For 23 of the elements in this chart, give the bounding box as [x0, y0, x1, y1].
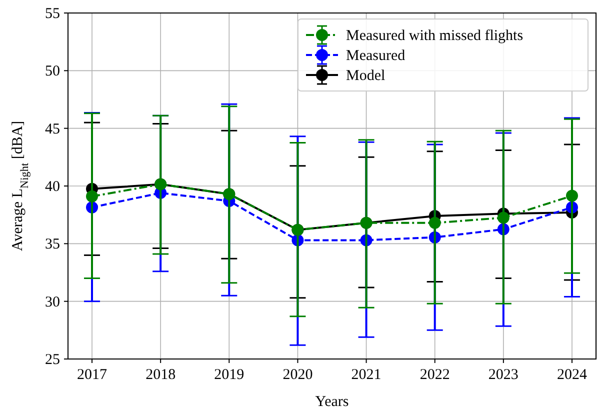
x-tick-label: 2020	[282, 367, 313, 383]
point	[566, 190, 578, 202]
x-tick-label: 2017	[77, 367, 108, 383]
x-tick-label: 2018	[146, 367, 176, 383]
legend-label: Model	[346, 68, 386, 84]
y-tick-label: 50	[45, 64, 60, 80]
x-tick-label: 2022	[420, 367, 450, 383]
x-tick-label: 2019	[214, 367, 244, 383]
x-tick-label: 2023	[488, 367, 518, 383]
y-tick-label: 30	[45, 294, 60, 310]
point	[86, 190, 98, 202]
x-tick-label: 2024	[557, 367, 588, 383]
legend-label: Measured with missed flights	[346, 28, 524, 44]
x-tick-label: 2021	[351, 367, 382, 383]
legend-label: Measured	[346, 48, 406, 64]
y-tick-label: 40	[45, 179, 60, 195]
point	[497, 212, 510, 224]
y-tick-label: 35	[45, 236, 60, 253]
y-tick-label: 45	[45, 121, 60, 138]
y-tick-label: 55	[45, 6, 60, 22]
point	[428, 216, 441, 229]
x-axis-title: Years	[315, 394, 349, 410]
y-tick-label: 25	[45, 352, 60, 368]
